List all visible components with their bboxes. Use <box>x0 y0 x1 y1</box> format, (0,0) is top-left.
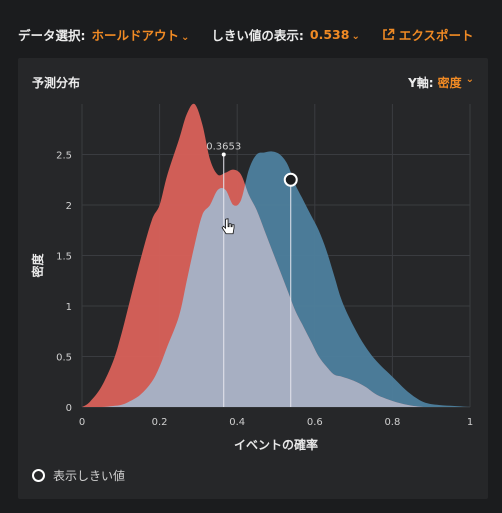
x-tick-label: 0 <box>79 417 85 428</box>
toolbar: データ選択: ホールドアウト ⌄ しきい値の表示: 0.538 ⌄ エクスポート <box>18 24 473 44</box>
legend: 表示しきい値 <box>32 467 125 484</box>
threshold-marker-icon <box>32 469 45 482</box>
chevron-down-icon: ⌄ <box>465 74 474 85</box>
threshold-dropdown[interactable]: 0.538 ⌄ <box>310 27 360 42</box>
y-axis-selector[interactable]: Y軸: 密度 ⌄ <box>408 74 474 91</box>
x-tick-label: 1 <box>467 417 473 428</box>
y-tick-label: 0 <box>66 403 72 414</box>
threshold-handle[interactable] <box>283 172 298 187</box>
annotation-point <box>221 152 226 157</box>
hand-cursor-icon <box>221 218 235 235</box>
legend-label: 表示しきい値 <box>53 469 126 483</box>
chevron-down-icon: ⌄ <box>351 30 360 42</box>
export-label: エクスポート <box>398 27 474 43</box>
data-selection-label: データ選択: <box>18 27 86 43</box>
annotation-label: 0.3653 <box>206 142 241 153</box>
data-selection-value: ホールドアウト <box>91 27 180 43</box>
x-tick-label: 0.6 <box>307 417 323 428</box>
external-link-icon <box>383 28 395 40</box>
x-tick-label: 0.8 <box>384 417 400 428</box>
export-button[interactable]: エクスポート <box>382 25 474 44</box>
prediction-distribution-panel: 予測分布 Y軸: 密度 ⌄ 0 0.2 0.4 0.6 0.8 1 0 0.5 1 1.5 2 2.5… <box>18 58 488 499</box>
panel-title: 予測分布 <box>32 76 81 90</box>
y-tick-label: 0.5 <box>56 353 72 364</box>
threshold-value: 0.538 <box>309 26 350 42</box>
y-tick-label: 1.5 <box>56 252 72 263</box>
chevron-down-icon: ⌄ <box>181 31 190 43</box>
data-selection-dropdown[interactable]: ホールドアウト ⌄ <box>92 25 190 44</box>
x-tick-label: 0.2 <box>152 417 168 428</box>
density-chart: 0 0.2 0.4 0.6 0.8 1 0 0.5 1 1.5 2 2.5 イベントの確率 密度 0.365… <box>30 103 473 452</box>
series-overlap-area <box>82 151 470 407</box>
y-tick-label: 2 <box>66 201 72 212</box>
y-axis-title: 密度 <box>30 253 45 278</box>
threshold-label: しきい値の表示: <box>211 27 304 43</box>
y-tick-label: 1 <box>66 302 72 313</box>
y-tick-label: 2.5 <box>56 151 72 162</box>
x-tick-label: 0.4 <box>229 417 245 428</box>
x-axis-title: イベントの確率 <box>234 437 318 452</box>
y-axis-label: Y軸: <box>408 76 434 90</box>
y-axis-value: 密度 <box>437 76 462 90</box>
